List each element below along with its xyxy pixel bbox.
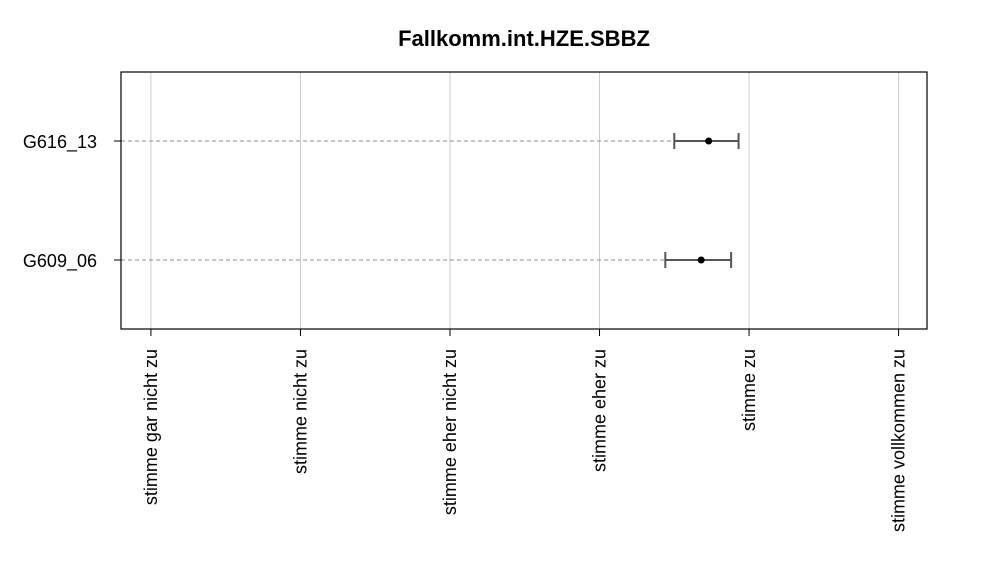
x-tick-label: stimme gar nicht zu [141, 349, 161, 505]
x-axis: stimme gar nicht zu stimme nicht zu stimme… [141, 329, 909, 532]
plot-frame [120, 71, 928, 330]
x-tick-label: stimme eher zu [590, 349, 610, 472]
data-marks [664, 133, 740, 268]
chart-title: Fallkomm.int.HZE.SBBZ [398, 26, 650, 51]
row-guide-lines [121, 140, 675, 261]
x-tick-label: stimme zu [739, 349, 759, 431]
mean-point [697, 256, 705, 264]
y-axis: G616_13 G609_06 [23, 132, 121, 272]
y-tick-label: G609_06 [23, 251, 97, 272]
grid-lines [150, 72, 900, 329]
mean-point [705, 137, 713, 145]
x-tick-label: stimme vollkommen zu [889, 349, 909, 532]
y-tick-label: G616_13 [23, 132, 97, 153]
x-tick-label: stimme eher nicht zu [440, 349, 460, 515]
x-tick-label: stimme nicht zu [290, 349, 310, 474]
